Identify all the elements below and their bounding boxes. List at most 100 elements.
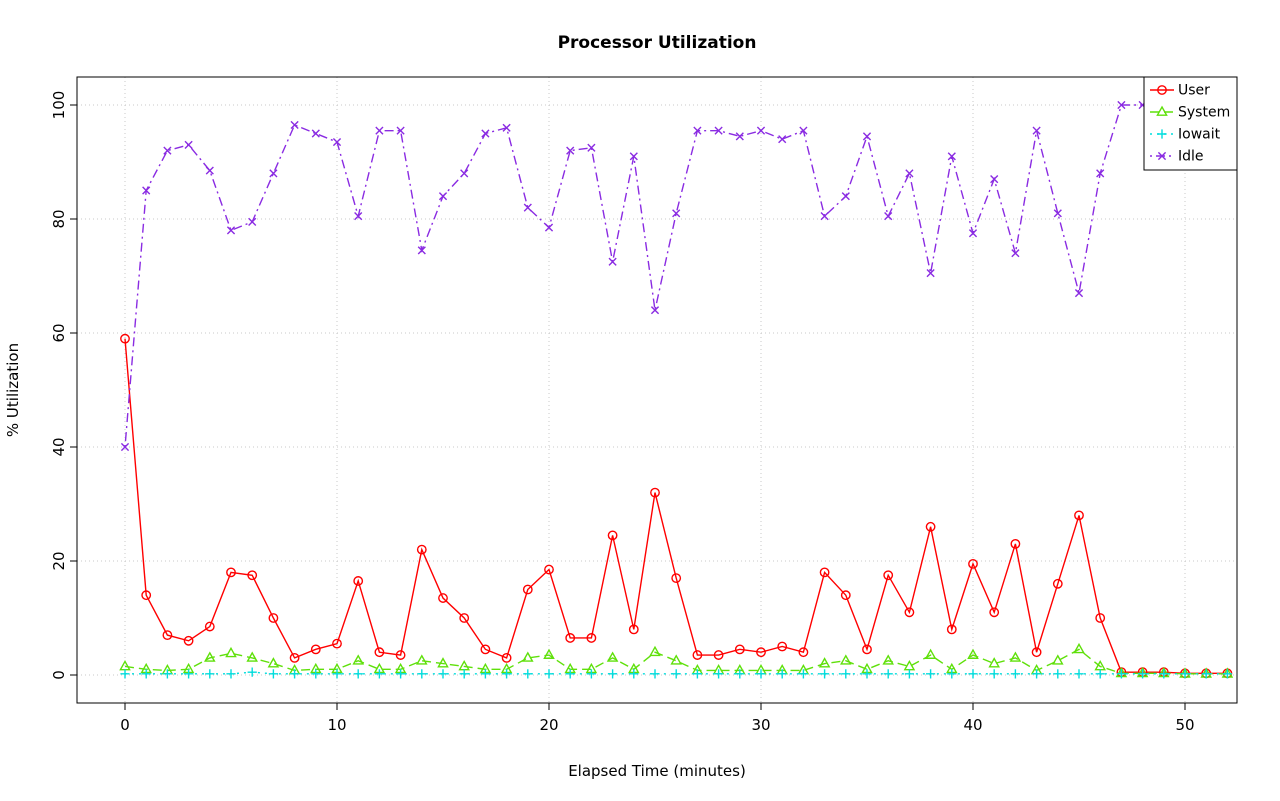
circle-marker-icon xyxy=(332,638,342,649)
x-tick-label: 30 xyxy=(751,716,770,734)
x-marker-icon xyxy=(1011,249,1020,258)
circle-marker-icon xyxy=(1157,85,1167,95)
circle-marker-icon xyxy=(1052,578,1063,589)
plus-marker-icon xyxy=(608,669,618,679)
x-marker-icon xyxy=(269,169,278,178)
circle-marker-icon xyxy=(395,650,406,660)
circle-marker-icon xyxy=(289,653,300,663)
circle-marker-icon xyxy=(628,624,639,635)
circle-marker-icon xyxy=(544,564,554,575)
triangle-marker-icon xyxy=(1073,642,1085,654)
x-marker-icon xyxy=(884,212,893,221)
circle-marker-icon xyxy=(734,644,745,655)
x-marker-icon xyxy=(820,212,829,221)
circle-marker-icon xyxy=(247,570,258,581)
triangle-marker-icon xyxy=(670,654,682,665)
circle-marker-icon xyxy=(162,630,173,640)
plus-marker-icon xyxy=(141,669,151,679)
plus-marker-icon xyxy=(947,669,957,679)
x-marker-icon xyxy=(205,166,214,175)
plus-marker-icon xyxy=(820,669,830,679)
circle-marker-icon xyxy=(416,544,427,555)
plus-marker-icon xyxy=(968,669,978,679)
plus-marker-icon xyxy=(650,669,660,679)
plus-marker-icon xyxy=(1157,129,1167,139)
x-marker-icon xyxy=(438,192,448,201)
x-marker-icon xyxy=(756,126,766,135)
triangle-marker-icon xyxy=(416,654,428,665)
circle-marker-icon xyxy=(1074,510,1084,521)
series-idle xyxy=(120,100,1232,452)
series-line-iowait xyxy=(125,671,1228,675)
plus-marker-icon xyxy=(247,667,257,677)
x-tick-label: 10 xyxy=(327,716,346,734)
x-tick-label: 50 xyxy=(1175,716,1194,734)
x-marker-icon xyxy=(142,186,151,195)
x-marker-icon xyxy=(1117,100,1126,110)
triangle-marker-icon xyxy=(246,651,258,662)
x-marker-icon xyxy=(311,129,320,138)
plus-marker-icon xyxy=(290,669,300,679)
y-tick-label: 40 xyxy=(50,437,68,456)
plus-marker-icon xyxy=(586,669,596,679)
x-marker-icon xyxy=(841,192,850,201)
plot-border xyxy=(76,76,1238,704)
legend-item-user: User xyxy=(1150,83,1210,99)
circle-marker-icon xyxy=(120,333,130,344)
plus-marker-icon xyxy=(1116,669,1126,679)
x-marker-icon xyxy=(629,152,638,161)
x-marker-icon xyxy=(460,169,469,178)
x-marker-icon xyxy=(120,442,130,452)
plus-marker-icon xyxy=(332,669,342,679)
circle-marker-icon xyxy=(819,567,830,578)
x-marker-icon xyxy=(332,137,342,147)
circle-marker-icon xyxy=(226,567,236,578)
triangle-marker-icon xyxy=(924,648,937,659)
circle-marker-icon xyxy=(671,573,682,583)
circle-marker-icon xyxy=(480,644,491,655)
triangle-marker-icon xyxy=(606,651,619,662)
triangle-marker-icon xyxy=(204,651,216,662)
x-marker-icon xyxy=(778,135,787,144)
x-marker-icon xyxy=(566,146,575,155)
triangle-marker-icon xyxy=(1009,651,1022,662)
plus-marker-icon xyxy=(629,669,639,679)
circle-marker-icon xyxy=(586,633,597,643)
series-line-user xyxy=(124,338,1228,674)
circle-marker-icon xyxy=(565,633,576,643)
plus-marker-icon xyxy=(1222,669,1232,679)
circle-marker-icon xyxy=(607,530,618,541)
circle-marker-icon xyxy=(438,593,448,603)
plus-marker-icon xyxy=(926,669,936,679)
x-marker-icon xyxy=(650,306,660,315)
x-marker-icon xyxy=(184,140,193,149)
x-marker-icon xyxy=(926,269,935,278)
triangle-marker-icon xyxy=(840,654,852,665)
x-marker-icon xyxy=(290,120,299,130)
plus-marker-icon xyxy=(438,669,448,679)
triangle-marker-icon xyxy=(649,645,661,657)
x-marker-icon xyxy=(1096,169,1105,178)
circle-marker-icon xyxy=(1095,613,1106,623)
plus-marker-icon xyxy=(480,669,490,679)
x-marker-icon xyxy=(375,126,384,135)
plus-marker-icon xyxy=(989,669,999,679)
circle-marker-icon xyxy=(798,647,809,658)
plus-marker-icon xyxy=(714,669,724,679)
legend-label: Iowait xyxy=(1178,127,1221,143)
x-marker-icon xyxy=(523,203,532,212)
triangle-marker-icon xyxy=(437,657,449,668)
circle-marker-icon xyxy=(904,607,915,618)
y-tick-label: 60 xyxy=(50,323,68,342)
y-tick-label: 80 xyxy=(50,209,68,228)
circle-marker-icon xyxy=(310,644,321,655)
plus-marker-icon xyxy=(162,669,172,679)
x-tick-label: 40 xyxy=(963,716,982,734)
y-axis-title: % Utilization xyxy=(4,343,22,437)
legend-label: System xyxy=(1178,105,1230,121)
triangle-marker-icon xyxy=(1052,654,1064,665)
circle-marker-icon xyxy=(183,635,194,646)
y-tick-label: 20 xyxy=(50,551,68,570)
triangle-marker-icon xyxy=(882,654,894,665)
